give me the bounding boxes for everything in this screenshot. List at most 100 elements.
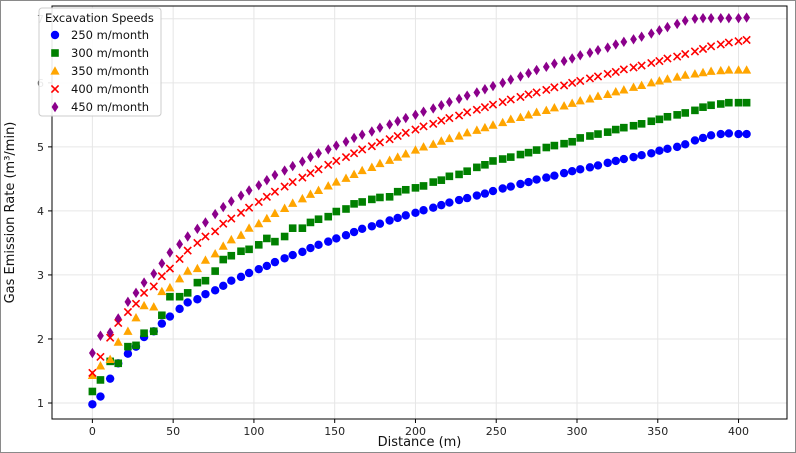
- data-point: [576, 134, 585, 142]
- data-point: [157, 319, 167, 328]
- data-point: [742, 65, 752, 74]
- data-point: [429, 119, 438, 128]
- data-point: [655, 146, 664, 155]
- data-point: [306, 168, 315, 178]
- data-point: [350, 200, 358, 208]
- data-point: [139, 300, 149, 310]
- data-point: [445, 172, 454, 181]
- data-point: [157, 286, 167, 296]
- data-point: [567, 167, 577, 176]
- data-point: [706, 42, 716, 51]
- data-point: [542, 173, 551, 182]
- data-point: [724, 38, 734, 47]
- data-point: [393, 131, 402, 141]
- data-point: [281, 165, 289, 176]
- plot-area-border: [51, 5, 788, 420]
- data-point: [524, 148, 533, 157]
- data-point: [244, 203, 254, 212]
- x-tick-label: 250: [486, 425, 507, 438]
- data-point: [87, 370, 97, 380]
- data-point: [445, 96, 453, 108]
- data-point: [298, 224, 307, 232]
- data-point: [385, 155, 395, 164]
- data-point: [236, 230, 246, 239]
- data-point: [270, 187, 280, 196]
- data-point: [96, 352, 105, 362]
- data-point: [576, 165, 585, 174]
- data-point: [131, 313, 141, 322]
- data-point: [192, 263, 202, 273]
- data-point: [88, 400, 97, 409]
- data-point: [227, 251, 236, 260]
- data-point: [123, 307, 133, 317]
- data-point: [672, 142, 682, 152]
- data-point: [550, 58, 558, 69]
- data-point: [662, 74, 673, 83]
- data-point: [604, 42, 612, 53]
- data-point: [612, 39, 620, 50]
- data-point: [523, 110, 534, 119]
- data-point: [289, 160, 297, 172]
- data-point: [410, 145, 421, 154]
- data-point: [445, 198, 454, 207]
- data-point: [690, 47, 700, 56]
- data-point: [437, 176, 446, 184]
- data-point: [473, 87, 481, 98]
- data-point: [619, 154, 629, 164]
- data-point: [724, 129, 734, 138]
- data-point: [349, 169, 359, 179]
- x-axis-label: Distance (m): [378, 435, 462, 450]
- data-point: [211, 208, 219, 220]
- data-point: [331, 177, 341, 186]
- data-point: [647, 58, 656, 68]
- data-point: [219, 281, 228, 291]
- data-point: [385, 216, 394, 225]
- x-tick-label: 350: [647, 425, 668, 438]
- data-point: [568, 53, 576, 64]
- data-point: [314, 240, 323, 250]
- legend-marker: [50, 84, 60, 94]
- data-point: [298, 156, 306, 167]
- data-point: [532, 88, 541, 97]
- data-point: [411, 184, 420, 192]
- data-point: [735, 12, 742, 24]
- data-point: [716, 65, 726, 75]
- data-point: [211, 267, 219, 275]
- data-point: [586, 132, 594, 140]
- data-point: [401, 211, 410, 220]
- data-point: [673, 111, 681, 119]
- data-point: [165, 282, 175, 292]
- data-point: [368, 195, 376, 204]
- data-point: [706, 131, 716, 140]
- data-point: [411, 125, 420, 134]
- data-point: [611, 156, 620, 166]
- data-point: [637, 61, 646, 70]
- data-point: [419, 206, 428, 215]
- data-point: [131, 299, 141, 308]
- data-point: [175, 292, 184, 301]
- data-point: [357, 165, 367, 175]
- data-point: [681, 140, 690, 149]
- data-point: [576, 76, 585, 86]
- data-point: [542, 85, 551, 95]
- data-point: [227, 214, 236, 223]
- data-point: [236, 208, 246, 217]
- data-point: [698, 44, 708, 54]
- data-point: [473, 163, 481, 172]
- data-point: [244, 223, 254, 232]
- data-point: [716, 129, 725, 139]
- data-point: [690, 69, 700, 78]
- data-point: [655, 56, 664, 66]
- data-point: [255, 180, 263, 191]
- data-point: [734, 129, 743, 139]
- data-point: [516, 150, 525, 159]
- data-point: [132, 341, 140, 350]
- data-point: [673, 18, 681, 30]
- y-tick-label: 5: [37, 141, 44, 154]
- data-point: [411, 208, 420, 218]
- data-point: [201, 289, 210, 299]
- data-point: [349, 227, 359, 237]
- data-point: [428, 139, 438, 148]
- data-point: [506, 153, 515, 161]
